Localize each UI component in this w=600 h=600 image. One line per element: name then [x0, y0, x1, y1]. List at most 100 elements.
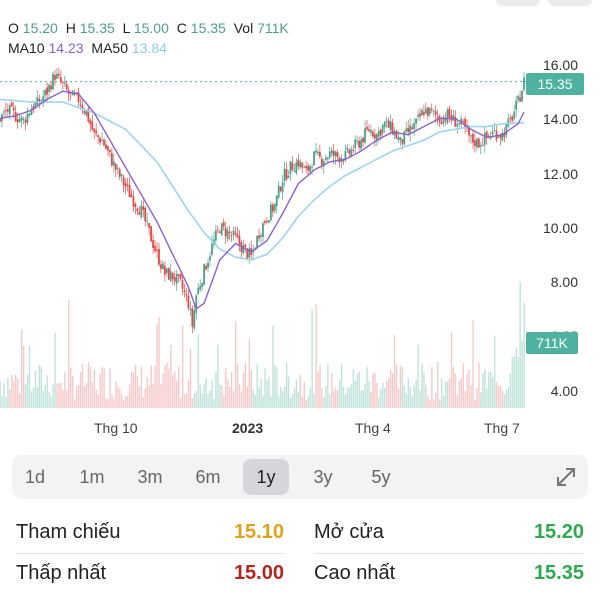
candle-body — [124, 183, 127, 187]
candle-body — [401, 139, 404, 144]
candle-body — [521, 90, 523, 102]
volume-bar — [519, 281, 521, 408]
candle-body — [385, 120, 388, 122]
candle-body — [346, 147, 349, 151]
volume-bar — [270, 396, 272, 408]
candle-body — [474, 140, 476, 147]
volume-bar — [495, 382, 498, 408]
candle-body — [275, 195, 278, 207]
candle-body — [116, 167, 119, 169]
candle-body — [501, 132, 504, 141]
volume-bar — [401, 367, 404, 408]
candle-body — [301, 162, 304, 168]
candle-body — [232, 230, 235, 235]
ma50-value: 13.84 — [131, 40, 167, 56]
volume-bar — [81, 363, 84, 408]
high-stat-label: Cao nhất — [314, 562, 396, 584]
volume-bar — [87, 362, 90, 408]
volume-bar — [266, 379, 268, 408]
volume-bar — [230, 372, 233, 408]
candle-body — [216, 229, 219, 231]
ma10-value: 14.23 — [48, 40, 84, 56]
candle-body — [144, 207, 147, 222]
candle-body — [381, 125, 384, 134]
candle-body — [12, 107, 15, 111]
volume-bar — [509, 373, 512, 408]
volume-bar — [254, 394, 256, 408]
volume-bar — [205, 378, 207, 408]
volume-bar — [168, 368, 170, 408]
volume-bar — [162, 373, 164, 408]
expand-icon[interactable] — [552, 463, 580, 491]
low-stat-value: 15.00 — [233, 562, 284, 584]
close-label: C — [176, 20, 187, 36]
range-3y-button[interactable]: 3y — [313, 467, 333, 487]
volume-bar — [399, 365, 402, 408]
candle-body — [193, 310, 196, 329]
candle-body — [138, 212, 141, 215]
candle-body — [22, 118, 25, 120]
candle-body — [415, 118, 417, 124]
last-price-tag: 15.35 — [526, 73, 584, 95]
candle-body — [4, 110, 7, 112]
candle-body — [56, 73, 58, 79]
vol-value: 711K — [257, 20, 289, 36]
candle-body — [407, 128, 410, 133]
candle-body — [128, 184, 131, 197]
candle-body — [413, 123, 415, 129]
ma10-line — [0, 90, 525, 310]
candle-body — [336, 152, 339, 157]
volume-bar — [372, 373, 374, 408]
volume-bar — [323, 397, 325, 408]
candle-body — [436, 117, 439, 119]
volume-bar — [342, 386, 345, 408]
volume-bar — [187, 379, 190, 408]
volume-bar — [17, 378, 19, 408]
range-1m-button[interactable]: 1m — [79, 467, 105, 487]
volume-bar — [380, 389, 382, 408]
volume-bar — [32, 387, 35, 408]
candle-body — [154, 245, 156, 251]
volume-bar — [107, 399, 109, 408]
open-stat-value: 15.20 — [533, 521, 584, 543]
volume-bar — [158, 317, 160, 408]
volume-bar — [407, 378, 410, 408]
candle-body — [399, 137, 402, 141]
range-3m-button[interactable]: 3m — [137, 467, 163, 487]
candle-body — [460, 118, 463, 125]
candle-body — [477, 138, 480, 148]
volume-bar — [142, 397, 145, 408]
volume-bar — [433, 399, 435, 408]
range-1y-button[interactable]: 1y — [243, 459, 289, 495]
volume-bar — [197, 334, 200, 408]
range-6m-button[interactable]: 6m — [195, 467, 221, 487]
candle-body — [491, 131, 494, 135]
candle-body — [10, 102, 13, 107]
candle-body — [24, 119, 27, 123]
candle-body — [140, 205, 143, 218]
candle-body — [18, 118, 21, 123]
candle-body — [179, 274, 182, 279]
candle-body — [371, 131, 374, 137]
volume-bar — [217, 344, 219, 408]
range-5y-button[interactable]: 5y — [371, 467, 391, 487]
candle-body — [148, 223, 151, 228]
open-value: 15.20 — [22, 20, 58, 36]
range-1d-button[interactable]: 1d — [24, 467, 46, 487]
volume-bar — [448, 378, 451, 408]
volume-bar — [56, 383, 58, 408]
candle-body — [48, 84, 50, 92]
volume-bar — [179, 398, 182, 408]
candle-body — [42, 96, 45, 101]
volume-bar — [278, 396, 280, 408]
price-chart[interactable] — [0, 0, 600, 440]
volume-bar — [138, 386, 141, 408]
candle-body — [334, 151, 337, 157]
candle-body — [317, 151, 319, 154]
candle-body — [442, 117, 445, 124]
volume-bar — [470, 385, 472, 408]
ma50-label: MA50 — [91, 40, 128, 56]
volume-bar — [176, 380, 178, 408]
candle-body — [271, 204, 274, 212]
candle-body — [470, 135, 472, 137]
